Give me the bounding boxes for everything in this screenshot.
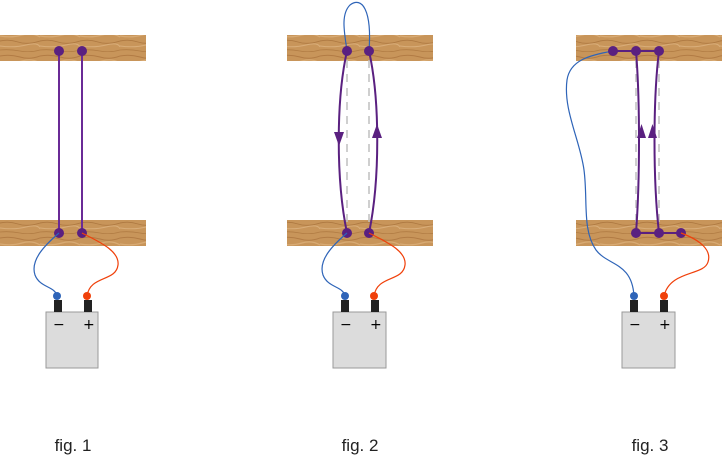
node — [654, 228, 664, 238]
wire-right-bowed — [368, 50, 379, 234]
bottom-wood-board — [0, 220, 146, 246]
figure-caption: fig. 3 — [631, 436, 669, 455]
node — [608, 46, 618, 56]
top-wood-board — [576, 35, 722, 61]
negative-terminal-cap — [341, 292, 349, 300]
negative-terminal — [54, 300, 62, 312]
wire-left-pulled — [635, 50, 640, 234]
battery: − + — [621, 292, 676, 369]
battery: − + — [45, 292, 99, 369]
arrow-up — [648, 124, 657, 138]
negative-lead — [33, 232, 60, 297]
figure-2: − + — [287, 1, 433, 369]
minus-label: − — [340, 317, 352, 333]
node — [631, 46, 641, 56]
battery-body — [621, 311, 676, 369]
positive-terminal — [371, 300, 379, 312]
battery-body — [45, 311, 99, 369]
node — [342, 46, 352, 56]
figure-caption: fig. 1 — [54, 436, 92, 455]
positive-lead — [663, 232, 710, 297]
negative-terminal-cap — [53, 292, 61, 300]
top-wood-board — [0, 35, 146, 61]
node — [54, 46, 64, 56]
arrow-down — [334, 132, 344, 146]
bottom-wood-board — [287, 220, 433, 246]
figure-caption: fig. 2 — [341, 436, 379, 455]
positive-lead — [81, 232, 119, 297]
battery: − + — [332, 292, 387, 369]
negative-terminal — [341, 300, 349, 312]
top-wire-loop — [343, 1, 371, 52]
node — [364, 46, 374, 56]
arrow-up — [372, 124, 382, 138]
node — [77, 46, 87, 56]
minus-label: − — [629, 317, 641, 333]
plus-label: + — [370, 317, 382, 333]
positive-terminal — [660, 300, 668, 312]
plus-label: + — [83, 317, 95, 333]
negative-terminal-cap — [630, 292, 638, 300]
positive-terminal — [84, 300, 92, 312]
arrow-up — [637, 124, 646, 138]
figure-3: − + — [565, 35, 722, 369]
minus-label: − — [53, 317, 65, 333]
long-negative-lead — [565, 50, 635, 297]
negative-lead — [321, 232, 348, 297]
negative-terminal — [630, 300, 638, 312]
battery-body — [332, 311, 387, 369]
positive-terminal-cap — [83, 292, 91, 300]
positive-terminal-cap — [370, 292, 378, 300]
positive-lead — [368, 232, 406, 297]
node — [631, 228, 641, 238]
figure-1: − + — [0, 35, 146, 369]
top-wood-board — [287, 35, 433, 61]
node — [654, 46, 664, 56]
plus-label: + — [659, 317, 671, 333]
positive-terminal-cap — [660, 292, 668, 300]
wire-right-pulled — [653, 50, 660, 234]
